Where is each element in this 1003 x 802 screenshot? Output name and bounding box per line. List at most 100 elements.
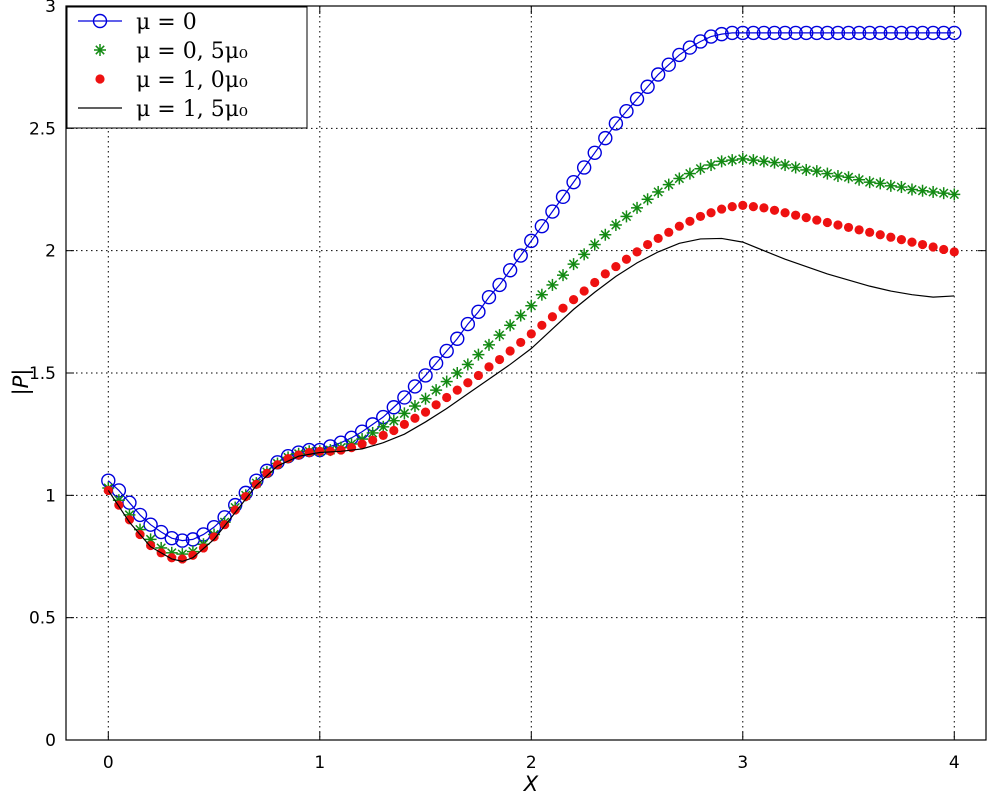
data-point (759, 203, 769, 213)
data-point (874, 177, 887, 190)
data-point (736, 152, 749, 165)
data-point (418, 368, 433, 383)
data-point (377, 420, 390, 433)
data-point (674, 221, 684, 231)
data-point (641, 193, 654, 206)
data-point (430, 384, 443, 397)
data-point (780, 208, 790, 218)
legend-label: μ = 1, 5μ₀ (136, 97, 248, 122)
data-point (800, 163, 813, 176)
legend-label: μ = 0 (136, 10, 197, 35)
legend-entry: μ = 0 (78, 10, 197, 35)
data-point (164, 530, 179, 546)
data-point (715, 155, 728, 168)
data-point (558, 303, 568, 313)
data-point (865, 227, 875, 237)
data-point (230, 505, 240, 515)
data-point (590, 277, 600, 288)
data-point (143, 517, 158, 532)
data-point (555, 189, 571, 205)
data-point (537, 320, 547, 330)
data-point (428, 356, 444, 371)
data-point (863, 176, 876, 189)
data-point (304, 447, 314, 458)
y-tick-label: 2.5 (29, 119, 56, 139)
data-point (726, 154, 739, 167)
data-point (643, 239, 653, 250)
data-point (546, 278, 559, 291)
legend-swatch-marker (95, 74, 105, 84)
data-point (357, 439, 367, 449)
y-tick-label: 0.5 (29, 609, 56, 629)
data-point (378, 430, 388, 440)
data-point (588, 238, 601, 251)
data-point (262, 468, 272, 478)
data-point (748, 202, 758, 212)
data-point (904, 25, 920, 41)
data-point (177, 554, 187, 564)
data-point (399, 419, 409, 429)
data-point (420, 407, 431, 417)
data-point (632, 247, 642, 257)
data-point (419, 392, 432, 405)
legend-swatch-marker (92, 13, 108, 29)
data-point (768, 156, 781, 169)
y-tick-label: 2 (45, 242, 56, 262)
data-point (283, 454, 293, 464)
data-point (717, 204, 727, 214)
grid-lines (66, 6, 986, 740)
data-point (397, 390, 412, 405)
data-point (757, 155, 770, 168)
data-point (799, 25, 814, 41)
y-tick-label: 1 (45, 486, 56, 506)
x-tick-label: 4 (949, 753, 960, 773)
data-point (188, 550, 198, 560)
data-point (886, 232, 896, 242)
legend-label: μ = 0, 5μ₀ (136, 39, 248, 64)
data-point (513, 248, 528, 263)
data-point (609, 218, 622, 231)
data-point (450, 331, 465, 346)
data-point (124, 515, 135, 525)
data-point (408, 400, 421, 413)
data-point (492, 277, 507, 293)
data-point (820, 25, 835, 41)
data-point (791, 210, 801, 220)
plot-series (101, 25, 962, 564)
data-point (664, 227, 674, 237)
data-point (949, 247, 959, 257)
data-point (873, 25, 888, 41)
data-point (767, 25, 782, 41)
data-point (831, 170, 844, 183)
data-point (460, 316, 476, 332)
data-point (547, 312, 558, 322)
data-point (769, 205, 780, 215)
legend-entry: μ = 1, 0μ₀ (95, 68, 248, 93)
data-point (504, 319, 517, 332)
data-point (315, 446, 325, 456)
data-point (440, 375, 453, 388)
data-point (620, 210, 633, 223)
data-point (514, 309, 527, 322)
data-point (907, 237, 917, 247)
data-point (705, 159, 718, 172)
data-point (653, 233, 663, 244)
x-tick-label: 0 (103, 753, 114, 773)
data-point (175, 533, 190, 548)
data-point (103, 485, 113, 496)
data-point (325, 446, 335, 456)
data-point (706, 208, 716, 218)
legend-label: μ = 1, 0μ₀ (136, 68, 248, 93)
data-point (695, 211, 706, 222)
data-point (389, 425, 399, 436)
data-point (598, 130, 613, 146)
data-point (854, 225, 864, 235)
data-point (481, 289, 497, 305)
data-point (822, 217, 832, 228)
data-point (566, 174, 581, 190)
data-point (463, 378, 473, 388)
data-point (809, 25, 825, 41)
data-point (578, 248, 591, 261)
data-point (830, 25, 846, 41)
